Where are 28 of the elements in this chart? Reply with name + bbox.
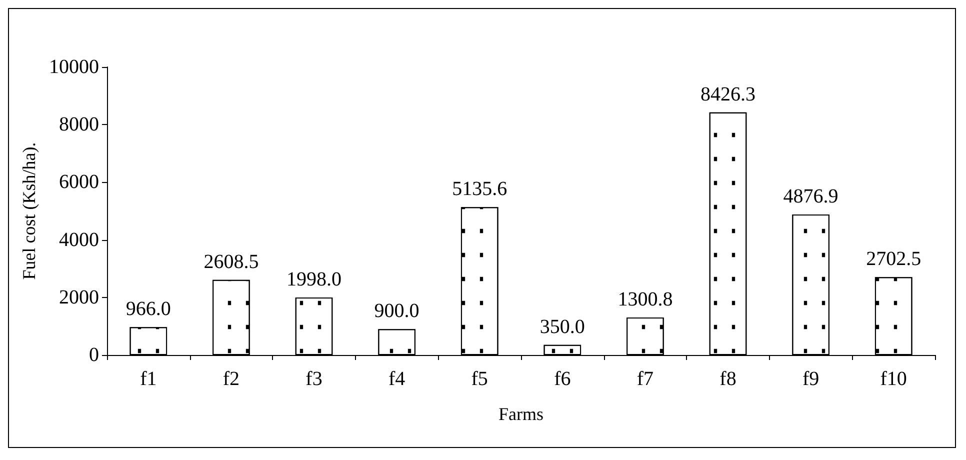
- x-tick-label: f1: [140, 368, 157, 390]
- x-tick-label: f4: [388, 368, 406, 390]
- data-label: 4876.9: [783, 186, 838, 208]
- data-label: 2608.5: [204, 250, 259, 273]
- y-axis-title: Fuel cost (Ksh/ha).: [19, 142, 40, 280]
- y-tick-label: 10000: [49, 56, 99, 78]
- data-label: 5135.6: [452, 178, 508, 200]
- x-tick-label: f8: [720, 368, 736, 390]
- y-tick-label: 4000: [59, 228, 99, 251]
- y-tick-label: 0: [89, 344, 99, 366]
- x-axis-title: Farms: [498, 404, 544, 424]
- data-label: 1998.0: [286, 268, 342, 290]
- data-label: 350.0: [540, 316, 585, 338]
- data-label: 1300.8: [618, 288, 673, 311]
- x-tick-label: f2: [222, 368, 240, 390]
- x-tick-label: f7: [636, 368, 654, 390]
- data-label: 2702.5: [866, 248, 922, 270]
- x-tick-label: f6: [554, 368, 571, 390]
- data-label: 966.0: [126, 298, 171, 320]
- data-label: 900.0: [374, 300, 420, 322]
- x-tick-label: f9: [802, 368, 820, 390]
- x-tick-label: f5: [471, 368, 488, 390]
- x-tick-label: f3: [306, 368, 322, 390]
- x-tick-label: f10: [880, 368, 907, 390]
- data-label: 8426.3: [700, 83, 756, 106]
- y-tick-label: 8000: [59, 114, 99, 136]
- y-tick-label: 2000: [59, 286, 99, 308]
- y-tick-label: 6000: [59, 171, 99, 194]
